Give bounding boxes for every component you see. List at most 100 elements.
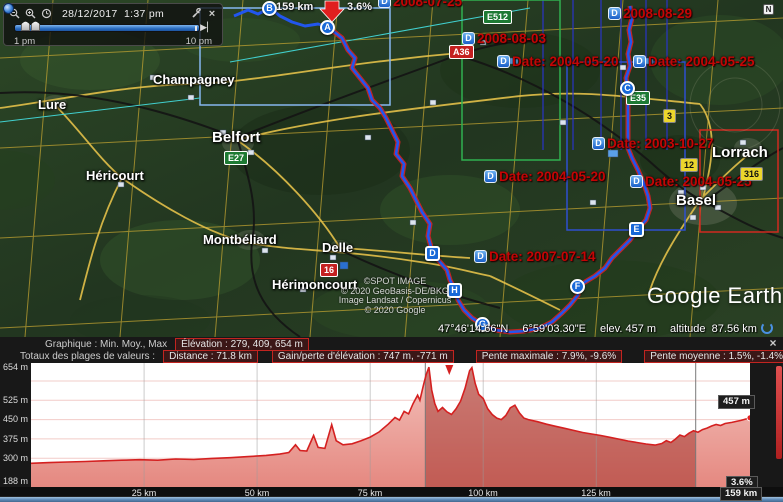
city-label-hericourt: Héricourt xyxy=(86,168,144,183)
terrain-texture xyxy=(0,15,783,337)
city-label-basel: Basel xyxy=(676,192,717,209)
x-tick-75km: 75 km xyxy=(357,488,383,498)
selected-range-area xyxy=(425,367,696,487)
compass-rings xyxy=(689,59,781,151)
waypoint-c[interactable]: C xyxy=(620,81,635,96)
status-latitude: 47°46'14.66"N xyxy=(438,323,509,335)
timeline-current-datetime: 28/12/2017 1:37 pm xyxy=(62,7,165,20)
stat-avg-slope: Pente moyenne : 1.5%, -1.4% xyxy=(644,349,783,363)
status-elevation: elev. 457 m xyxy=(599,323,657,335)
road-sign-12: 12 xyxy=(680,158,699,172)
x-tick-100km: 100 km xyxy=(468,488,498,498)
stat-gain-loss: Gain/perte d'élévation : 747 m, -771 m xyxy=(271,349,454,363)
x-tick-25km: 25 km xyxy=(131,488,157,498)
poi-icons[interactable] xyxy=(117,39,762,293)
profile-header-row2: Totaux des plages de valeurs : Distance … xyxy=(0,349,783,363)
waypoint-g[interactable]: G xyxy=(475,317,490,332)
waypoint-f[interactable]: F xyxy=(570,279,585,294)
profile-header-row1: Graphique : Min. Moy., Max Élévation : 2… xyxy=(0,337,783,351)
satellite-imagery[interactable] xyxy=(0,0,783,337)
map-view[interactable]: Lure Champagney Belfort Héricourt Montbé… xyxy=(0,0,783,337)
x-axis-strip xyxy=(0,487,783,497)
road-sign-e27: E27 xyxy=(224,151,249,165)
time-slider-track[interactable] xyxy=(14,24,200,32)
gps-device-icon: D xyxy=(633,55,646,68)
gps-device-icon: D xyxy=(608,7,621,20)
vertical-scrollbar-red[interactable] xyxy=(776,366,782,459)
road-sign-a36: A36 xyxy=(449,45,474,59)
time-range-start-label: 1 pm xyxy=(14,36,36,47)
gps-device-icon: D xyxy=(474,250,487,263)
city-label-belfort: Belfort xyxy=(212,129,261,146)
gps-route[interactable] xyxy=(233,5,653,335)
placemark-date-2007-07-14[interactable]: D Date: 2007-07-14 xyxy=(474,249,596,264)
wrench-settings-icon[interactable] xyxy=(190,8,202,20)
placemark-date-2004-05-20-b[interactable]: D Date: 2004-05-20 xyxy=(484,169,606,184)
placemark-date-2004-05-25-b[interactable]: D Date: 2004-05-25 xyxy=(630,174,752,189)
gps-device-icon: D xyxy=(462,32,475,45)
waypoint-e[interactable]: E xyxy=(629,222,644,237)
time-range-end-handle[interactable] xyxy=(31,21,40,31)
google-earth-watermark: Google Earth xyxy=(647,283,783,308)
road-sign-316: 316 xyxy=(740,167,764,181)
close-timeline-icon[interactable]: × xyxy=(208,7,216,20)
graph-minmax-label: Graphique : Min. Moy., Max xyxy=(45,338,168,350)
graticule-grid xyxy=(0,0,783,337)
y-tick-375: 375 m xyxy=(2,434,28,444)
horizontal-scrollbar[interactable] xyxy=(0,496,783,502)
elevation-profile-panel: Graphique : Min. Moy., Max Élévation : 2… xyxy=(0,337,783,502)
road-sign-3: 3 xyxy=(663,109,677,123)
time-slider-panel[interactable]: 28/12/2017 1:37 pm × ▶▏ 1 pm 10 pm xyxy=(3,3,223,47)
cursor-point-dot xyxy=(746,414,750,422)
history-clock-icon[interactable] xyxy=(40,8,52,20)
city-label-lorrach: Lorrach xyxy=(712,144,768,161)
zoom-in-icon[interactable] xyxy=(24,8,36,20)
gps-device-icon: D xyxy=(592,137,605,150)
road-sign-16: 16 xyxy=(320,263,339,277)
hover-distance-label: 159 km xyxy=(276,1,314,13)
placemark-date-2004-05-20-a[interactable]: D Date: 2004-05-20 xyxy=(497,54,619,69)
waypoint-a[interactable]: A xyxy=(320,20,335,35)
close-profile-icon[interactable]: × xyxy=(769,336,777,350)
status-bar: 47°46'14.66"N 6°59'03.30"E elev. 457 m a… xyxy=(438,323,757,335)
placemark-date-2008-08-03[interactable]: D 2008-08-03 xyxy=(462,31,546,46)
placemark-date-2008-07-25[interactable]: D 2008-07-25 xyxy=(378,0,462,9)
city-label-montbeliard: Montbéliard xyxy=(203,232,277,247)
streaming-spinner-icon xyxy=(761,322,773,334)
placemark-date-2003-10-27[interactable]: D Date: 2003-10-27 xyxy=(592,136,714,151)
waypoint-d[interactable]: D xyxy=(425,246,440,261)
range-totals-label: Totaux des plages de valeurs : xyxy=(20,350,156,362)
gps-device-icon: D xyxy=(484,170,497,183)
elevation-chart-plot[interactable] xyxy=(31,363,750,487)
image-footprint-overlays xyxy=(0,0,779,233)
hover-position-arrow xyxy=(319,0,345,23)
waypoint-b[interactable]: B xyxy=(262,1,277,16)
play-button[interactable]: ▶▏ xyxy=(200,22,214,32)
city-label-delle: Delle xyxy=(322,240,354,255)
y-tick-450: 450 m xyxy=(2,414,28,424)
compass-north-icon[interactable]: N xyxy=(763,4,774,15)
y-tick-188: 188 m xyxy=(2,476,28,486)
earth-logo-icon xyxy=(3,3,14,14)
placemark-date-2008-08-29[interactable]: D 2008-08-29 xyxy=(608,6,692,21)
cursor-distance-box: 159 km xyxy=(720,487,763,501)
gps-device-icon: D xyxy=(497,55,510,68)
time-range-start-handle[interactable] xyxy=(21,21,30,31)
time-range-end-label: 10 pm xyxy=(185,36,212,47)
city-label-herimoncourt: Hérimoncourt xyxy=(272,277,358,292)
y-tick-525: 525 m xyxy=(2,395,28,405)
max-elevation-arrow-icon xyxy=(445,365,454,375)
x-tick-50km: 50 km xyxy=(244,488,270,498)
x-tick-125km: 125 km xyxy=(581,488,611,498)
city-label-champagney: Champagney xyxy=(153,72,235,87)
elevation-tooltip: 457 m xyxy=(718,395,755,409)
y-tick-300: 300 m xyxy=(2,453,28,463)
waypoint-h[interactable]: H xyxy=(447,283,462,298)
city-label-lure: Lure xyxy=(38,97,67,112)
road-sign-e512: E512 xyxy=(483,10,513,24)
status-altitude: altitude 87.56 km xyxy=(670,323,757,335)
gps-device-icon: D xyxy=(378,0,391,8)
elevation-area xyxy=(31,367,750,487)
placemark-date-2004-05-25-a[interactable]: D Date: 2004-05-25 xyxy=(633,54,755,69)
elevation-line xyxy=(31,365,750,465)
